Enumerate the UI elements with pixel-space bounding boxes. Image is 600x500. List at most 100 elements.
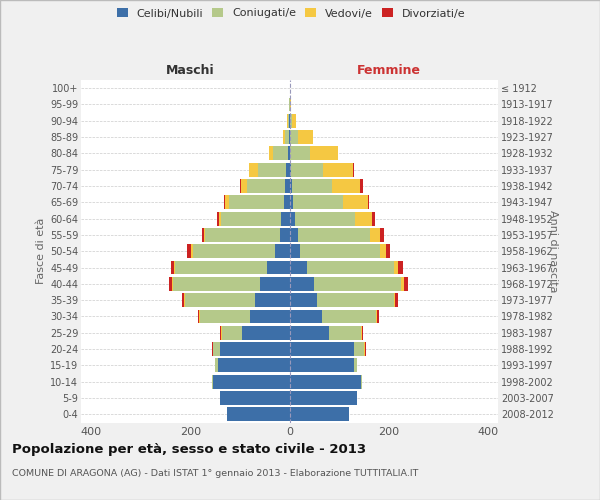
Bar <box>310 146 338 160</box>
Bar <box>175 260 267 274</box>
Bar <box>290 391 356 405</box>
Bar <box>249 163 258 176</box>
Bar <box>241 179 247 193</box>
Bar <box>386 244 390 258</box>
Bar <box>290 310 322 324</box>
Bar <box>323 163 353 176</box>
Bar <box>314 277 401 291</box>
Bar <box>380 228 385 242</box>
Bar <box>286 163 290 176</box>
Bar <box>284 130 289 144</box>
Bar <box>290 375 361 388</box>
Bar <box>290 130 298 144</box>
Bar <box>287 146 290 160</box>
Bar <box>361 326 362 340</box>
Bar <box>199 310 200 324</box>
Bar <box>293 196 343 209</box>
Bar <box>317 293 394 307</box>
Bar <box>332 179 361 193</box>
Bar <box>281 212 290 226</box>
Bar <box>398 260 403 274</box>
Bar <box>247 179 284 193</box>
Bar <box>395 293 398 307</box>
Bar <box>353 163 354 176</box>
Bar <box>224 196 225 209</box>
Bar <box>290 163 291 176</box>
Bar <box>290 293 317 307</box>
Bar <box>182 293 184 307</box>
Bar <box>354 358 356 372</box>
Bar <box>225 196 229 209</box>
Bar <box>184 293 185 307</box>
Bar <box>290 228 298 242</box>
Bar <box>295 212 355 226</box>
Bar <box>404 277 407 291</box>
Bar <box>291 163 323 176</box>
Bar <box>289 130 290 144</box>
Bar <box>290 212 295 226</box>
Bar <box>187 244 191 258</box>
Bar <box>217 212 218 226</box>
Bar <box>275 244 290 258</box>
Bar <box>290 342 354 356</box>
Bar <box>220 326 221 340</box>
Bar <box>376 310 377 324</box>
Bar <box>280 228 290 242</box>
Bar <box>260 277 290 291</box>
Bar <box>290 326 329 340</box>
Bar <box>229 196 284 209</box>
Bar <box>290 277 314 291</box>
Bar <box>205 228 280 242</box>
Bar <box>362 326 364 340</box>
Y-axis label: Fasce di età: Fasce di età <box>35 218 46 284</box>
Bar <box>283 130 284 144</box>
Bar <box>343 196 368 209</box>
Bar <box>284 179 290 193</box>
Bar <box>298 130 313 144</box>
Legend: Celibi/Nubili, Coniugati/e, Vedovi/e, Divorziati/e: Celibi/Nubili, Coniugati/e, Vedovi/e, Di… <box>116 8 466 18</box>
Bar <box>173 277 260 291</box>
Bar <box>377 310 379 324</box>
Bar <box>298 228 370 242</box>
Bar <box>380 244 386 258</box>
Bar <box>221 212 281 226</box>
Y-axis label: Anni di nascita: Anni di nascita <box>548 210 558 292</box>
Bar <box>221 326 223 340</box>
Bar <box>394 260 398 274</box>
Bar <box>218 358 290 372</box>
Bar <box>322 310 376 324</box>
Bar <box>361 375 362 388</box>
Bar <box>242 326 290 340</box>
Bar <box>272 146 287 160</box>
Bar <box>307 260 394 274</box>
Bar <box>290 408 349 422</box>
Bar <box>202 228 203 242</box>
Bar <box>290 114 292 128</box>
Bar <box>370 228 380 242</box>
Bar <box>361 179 363 193</box>
Text: Femmine: Femmine <box>357 64 421 76</box>
Bar <box>354 342 364 356</box>
Bar <box>290 358 354 372</box>
Bar <box>401 277 404 291</box>
Bar <box>174 260 175 274</box>
Bar <box>203 228 205 242</box>
Text: Maschi: Maschi <box>166 64 215 76</box>
Bar <box>191 244 193 258</box>
Bar <box>185 293 255 307</box>
Bar <box>290 98 291 112</box>
Bar <box>267 260 290 274</box>
Bar <box>290 244 301 258</box>
Bar <box>250 310 290 324</box>
Bar <box>364 342 365 356</box>
Bar <box>169 277 172 291</box>
Bar <box>355 212 373 226</box>
Bar <box>197 310 199 324</box>
Bar <box>220 391 290 405</box>
Bar <box>227 408 290 422</box>
Bar <box>215 358 218 372</box>
Bar <box>290 196 293 209</box>
Bar <box>212 375 290 388</box>
Bar <box>258 163 286 176</box>
Text: Popolazione per età, sesso e stato civile - 2013: Popolazione per età, sesso e stato civil… <box>12 442 366 456</box>
